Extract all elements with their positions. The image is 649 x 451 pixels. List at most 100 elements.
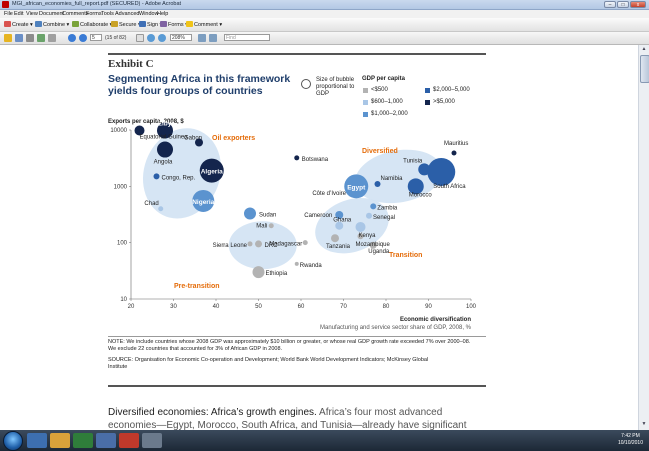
comment-button[interactable]: Comment ▾ bbox=[186, 21, 222, 28]
section-heading: Diversified economies: Africa’s growth e… bbox=[108, 407, 317, 418]
clock-time: 7:42 PM bbox=[621, 433, 640, 439]
zoom-in-icon[interactable] bbox=[147, 34, 155, 42]
legend-swatch bbox=[425, 100, 430, 105]
maximize-button[interactable]: □ bbox=[617, 1, 629, 8]
open-folder-icon[interactable] bbox=[4, 34, 12, 42]
fit-width-icon[interactable] bbox=[209, 34, 217, 42]
legend-swatch bbox=[425, 88, 430, 93]
comment-icon bbox=[186, 21, 193, 27]
menu-view[interactable]: View bbox=[26, 11, 38, 17]
print-icon[interactable] bbox=[26, 34, 34, 42]
bubble-label: Ethiopia bbox=[266, 271, 288, 277]
menu-advanced[interactable]: Advanced bbox=[115, 11, 140, 17]
combine-button[interactable]: Combine ▾ bbox=[35, 21, 69, 28]
hand-tool-icon[interactable] bbox=[136, 34, 144, 42]
x-tick-label: 20 bbox=[128, 304, 135, 310]
bubble-label: Rwanda bbox=[300, 263, 323, 269]
bubble-label: Namibia bbox=[381, 176, 404, 182]
x-tick-label: 90 bbox=[425, 304, 432, 310]
bubble-sierra-leone bbox=[247, 241, 253, 247]
start-button[interactable] bbox=[3, 431, 23, 451]
clock-date: 10/10/2010 bbox=[617, 440, 643, 446]
bubble-namibia bbox=[374, 181, 381, 188]
bubble-label: Ghana bbox=[333, 218, 352, 224]
legend-label: $600–1,000 bbox=[371, 99, 403, 105]
menu-edit[interactable]: Edit bbox=[14, 11, 24, 17]
bubble-mozambique bbox=[357, 233, 364, 240]
exhibit-label: Exhibit C bbox=[108, 58, 154, 70]
scroll-down-icon[interactable]: ▼ bbox=[641, 421, 647, 427]
bubble-algeria bbox=[199, 158, 224, 183]
menu-comments[interactable]: Comments bbox=[62, 11, 89, 17]
minimize-button[interactable]: – bbox=[604, 1, 616, 8]
menu-file[interactable]: File bbox=[4, 11, 13, 17]
bubble-madagascar bbox=[302, 240, 308, 246]
menu-tools[interactable]: Tools bbox=[101, 11, 114, 17]
bubble-chad bbox=[158, 206, 164, 212]
acrobat-taskbar-icon[interactable] bbox=[119, 433, 139, 448]
x-tick-label: 70 bbox=[340, 304, 347, 310]
bubble-uganda bbox=[369, 241, 377, 249]
menu-forms[interactable]: Forms bbox=[86, 11, 102, 17]
top-rule bbox=[108, 53, 486, 55]
bubble-label: Egypt bbox=[347, 184, 366, 191]
create-button[interactable]: Create ▾ bbox=[4, 21, 33, 28]
bubble-ethiopia bbox=[252, 266, 265, 279]
fit-page-icon[interactable] bbox=[198, 34, 206, 42]
bubble-label: Mauritius bbox=[444, 141, 468, 147]
close-button[interactable]: x bbox=[630, 1, 646, 8]
section-text-line-2: economies—Egypt, Morocco, South Africa, … bbox=[108, 420, 467, 431]
bubble-botswana bbox=[294, 155, 300, 161]
chart-source: SOURCE: Organisation for Economic Co-ope… bbox=[108, 357, 429, 370]
bubble-label: Morocco bbox=[409, 192, 433, 198]
zoom-level-field[interactable]: 208% bbox=[170, 34, 192, 41]
legend-swatch bbox=[363, 112, 368, 117]
menu-help[interactable]: Help bbox=[157, 11, 169, 17]
scrollbar-thumb[interactable] bbox=[640, 55, 649, 83]
scroll-up-icon[interactable]: ▲ bbox=[641, 46, 647, 52]
pages-icon[interactable] bbox=[48, 34, 56, 42]
chart-bottom-rule bbox=[108, 336, 486, 337]
window-title: MGI_african_economies_full_report.pdf (S… bbox=[12, 1, 182, 7]
app-taskbar-icon[interactable] bbox=[142, 433, 162, 448]
legend-label: $1,000–2,000 bbox=[371, 111, 408, 117]
find-input[interactable]: Find bbox=[224, 34, 270, 41]
menu-window[interactable]: Window bbox=[139, 11, 159, 17]
outlook-icon[interactable] bbox=[96, 433, 116, 448]
bubble-label: Chad bbox=[144, 201, 158, 207]
bubble-c-te-d-ivoire bbox=[348, 187, 356, 196]
group-label: Pre-transition bbox=[174, 283, 220, 290]
page-count-label: (15 of 82) bbox=[105, 35, 127, 41]
media-player-icon[interactable] bbox=[73, 433, 93, 448]
bubble-label: Botswana bbox=[302, 157, 329, 163]
bubble-senegal bbox=[366, 212, 372, 219]
email-icon[interactable] bbox=[37, 34, 45, 42]
bubble-label: Uganda bbox=[368, 249, 390, 255]
bubble-gabon bbox=[195, 138, 203, 147]
bubble-label: Zambia bbox=[377, 205, 398, 211]
bubble-angola bbox=[157, 141, 173, 158]
vertical-scrollbar[interactable]: ▲ ▼ bbox=[638, 45, 649, 430]
menu-document[interactable]: Document bbox=[39, 11, 65, 17]
bubble-congo-rep- bbox=[153, 173, 160, 180]
next-page-icon[interactable] bbox=[79, 34, 87, 42]
combine-icon bbox=[35, 21, 42, 27]
internet-explorer-icon[interactable] bbox=[27, 433, 47, 448]
x-tick-label: 80 bbox=[383, 304, 390, 310]
save-icon[interactable] bbox=[15, 34, 23, 42]
pen-icon bbox=[139, 21, 146, 27]
x-tick-label: 40 bbox=[213, 304, 220, 310]
bubble-label: Algeria bbox=[201, 169, 223, 176]
exhibit-headline: Segmenting Africa in this framework yiel… bbox=[108, 73, 291, 97]
bubble-zambia bbox=[370, 203, 377, 210]
forms-icon bbox=[160, 21, 167, 27]
page-number-input[interactable]: 5 bbox=[90, 34, 102, 41]
explorer-folder-icon[interactable] bbox=[50, 433, 70, 448]
zoom-out-icon[interactable] bbox=[158, 34, 166, 42]
previous-page-icon[interactable] bbox=[68, 34, 76, 42]
bubble-label: Cameroon bbox=[304, 213, 332, 219]
bubble-label: Senegal bbox=[373, 215, 395, 221]
x-tick-label: 30 bbox=[170, 304, 177, 310]
navigation-toolbar: 5 (15 of 82) 208% Find bbox=[0, 32, 649, 45]
